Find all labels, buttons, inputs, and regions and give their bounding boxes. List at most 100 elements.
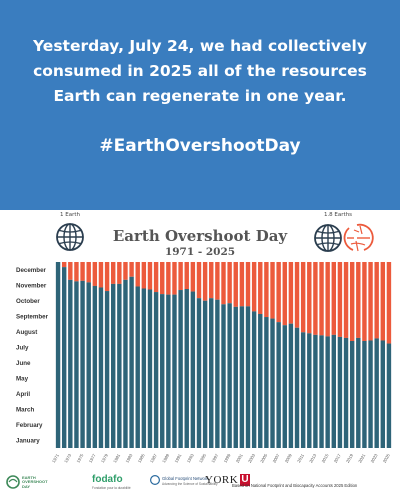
bar-2003 <box>251 311 257 448</box>
overshoot-segment-2014 <box>319 262 324 336</box>
bar-1975 <box>80 280 85 448</box>
bar-2014 <box>319 335 324 448</box>
year-label-2009: 2009 <box>284 452 293 463</box>
overshoot-segment-1997 <box>215 262 220 300</box>
overshoot-chart: January February March April May June July Augu… <box>16 262 392 464</box>
bar-1973 <box>68 279 73 448</box>
overshoot-segment-1985 <box>141 262 147 289</box>
year-label-2003: 2003 <box>247 452 256 463</box>
overshoot-segment-2004 <box>258 262 263 314</box>
overshoot-segment-2001 <box>239 262 245 307</box>
bar-2016 <box>331 334 336 448</box>
overshoot-segment-1989 <box>166 262 171 295</box>
month-axis-labels: January February March April May June July Augu… <box>16 267 49 445</box>
bar-1995 <box>202 300 208 448</box>
overshoot-segment-2015 <box>325 262 330 337</box>
year-label-1985: 1985 <box>137 452 146 463</box>
overshoot-segment-2013 <box>313 262 318 335</box>
overshoot-segment-1981 <box>117 262 122 284</box>
bar-2008 <box>282 325 287 448</box>
overshoot-segment-2021 <box>362 262 367 341</box>
year-label-2013: 2013 <box>308 452 317 463</box>
bar-1990 <box>172 294 177 448</box>
overshoot-segment-2019 <box>349 262 355 341</box>
overshoot-segment-2009 <box>288 262 294 324</box>
overshoot-segment-2002 <box>245 262 251 307</box>
overshoot-segment-2008 <box>282 262 287 326</box>
overshoot-segment-2023 <box>374 262 379 339</box>
bar-2012 <box>307 333 312 448</box>
overshoot-segment-1986 <box>147 262 153 290</box>
year-label-1979: 1979 <box>100 452 109 463</box>
bar-2015 <box>325 336 330 448</box>
overshoot-segment-1973 <box>68 262 73 280</box>
overshoot-day-logo: EARTH OVERSHOOT DAY <box>22 475 48 489</box>
bar-1983 <box>129 276 134 448</box>
year-label-2019: 2019 <box>345 452 354 463</box>
york-logo-mark: U <box>240 474 250 486</box>
headline-text: Yesterday, July 24, we had collectively … <box>33 37 367 105</box>
overshoot-segment-2005 <box>264 262 269 318</box>
year-label-1997: 1997 <box>210 452 219 463</box>
overshoot-segment-2003 <box>251 262 257 312</box>
bar-1982 <box>123 279 128 448</box>
bar-2018 <box>343 337 349 448</box>
overshoot-segment-1992 <box>184 262 189 290</box>
bar-1999 <box>227 303 232 448</box>
bar-1980 <box>111 283 116 448</box>
bar-2023 <box>374 338 379 448</box>
overshoot-segment-2010 <box>294 262 300 328</box>
york-logo: YORK <box>205 474 239 486</box>
month-label-october: October <box>16 298 40 305</box>
month-label-september: September <box>16 313 49 320</box>
bar-1979 <box>104 291 110 448</box>
overshoot-segment-2017 <box>337 262 343 337</box>
overshoot-segment-1975 <box>80 262 85 281</box>
bar-1976 <box>86 282 91 448</box>
bar-2019 <box>349 340 355 448</box>
year-label-1999: 1999 <box>222 452 231 463</box>
year-label-1987: 1987 <box>149 452 158 463</box>
month-label-december: December <box>16 267 47 274</box>
gfn-logo: Global Footprint Network <box>162 476 209 481</box>
bar-1985 <box>141 288 147 448</box>
overshoot-segment-1987 <box>153 262 159 293</box>
month-label-november: November <box>16 282 47 289</box>
overshoot-segment-1994 <box>196 262 202 299</box>
overshoot-segment-2012 <box>307 262 312 334</box>
bar-2000 <box>233 306 238 448</box>
month-label-january: January <box>16 437 40 444</box>
bar-2011 <box>300 332 306 448</box>
bar-1984 <box>135 286 140 448</box>
bar-1978 <box>98 287 104 448</box>
month-label-may: May <box>16 375 29 382</box>
source-footnote: Based on National Footprint and Biocapac… <box>232 483 358 488</box>
bar-1987 <box>153 292 159 448</box>
month-label-february: February <box>16 422 43 429</box>
year-label-1991: 1991 <box>173 452 182 463</box>
overshoot-segment-2025 <box>386 262 392 344</box>
month-label-august: August <box>16 329 37 336</box>
month-label-june: June <box>16 360 31 367</box>
overshoot-segment-2007 <box>276 262 281 323</box>
year-label-1981: 1981 <box>112 452 121 463</box>
bar-2020 <box>356 337 361 448</box>
bar-1989 <box>166 294 171 448</box>
overshoot-segment-1980 <box>111 262 116 284</box>
bar-1998 <box>221 304 226 448</box>
chart-title: Earth Overshoot Day <box>112 227 288 245</box>
overshoot-segment-1999 <box>227 262 232 304</box>
month-label-march: March <box>16 406 34 413</box>
overshoot-segment-2000 <box>233 262 238 307</box>
overshoot-segment-1978 <box>98 262 104 288</box>
overshoot-segment-1990 <box>172 262 177 295</box>
year-axis-labels: 1971 1973 1975 1977 1979 1981 1983 1985 1987 1989… <box>51 452 391 463</box>
year-label-2005: 2005 <box>259 452 268 463</box>
overshoot-segment-1993 <box>190 262 196 292</box>
bar-2001 <box>239 306 245 448</box>
fodafo-tagline: Fondation pour la durabilité <box>92 486 131 490</box>
earths-needed-label: 1.8 Earths <box>323 212 353 218</box>
bar-1974 <box>74 281 79 448</box>
bar-1977 <box>92 285 98 448</box>
bar-1991 <box>178 290 183 448</box>
